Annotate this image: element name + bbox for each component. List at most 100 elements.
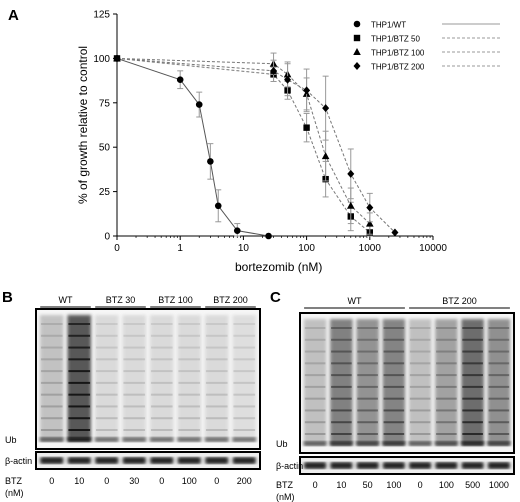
lane-band	[304, 350, 326, 353]
lane-band	[150, 323, 173, 325]
lane-smear	[330, 319, 353, 445]
x-tick-label: 0	[114, 243, 120, 254]
legend-label: THP1/BTZ 200	[371, 63, 425, 72]
lane-band	[383, 362, 405, 365]
lane-smear	[461, 319, 484, 445]
lane-band	[304, 409, 326, 412]
lane-band	[150, 370, 173, 373]
lane-label: 0	[49, 476, 54, 486]
data-point	[347, 169, 355, 178]
lane-label: 0	[159, 476, 164, 486]
lane-band	[462, 397, 483, 400]
ub-lane	[330, 319, 353, 446]
legend: THP1/WT THP1/BTZ 50 THP1/BTZ 100 THP1/BTZ 2…	[353, 21, 500, 72]
lane-band	[205, 346, 228, 349]
group-label: BTZ 100	[158, 295, 193, 305]
data-point	[321, 152, 330, 160]
lane-band	[304, 421, 326, 424]
lane-band	[462, 374, 483, 377]
panel-label-a: A	[8, 7, 19, 24]
actin-band	[409, 462, 432, 469]
lane-band	[436, 327, 457, 329]
lane-band	[95, 370, 118, 373]
lane-label: 500	[465, 480, 480, 490]
lane-band	[40, 334, 63, 337]
lane-band	[409, 421, 431, 424]
series-line	[116, 57, 396, 233]
x-tick-label: 10	[238, 243, 250, 254]
lane-band	[68, 346, 91, 349]
lane-band	[68, 417, 91, 420]
lane-band	[123, 370, 146, 373]
actin-band	[150, 457, 174, 464]
lane-label: 200	[237, 476, 252, 486]
lane-band	[68, 429, 91, 431]
lane-band	[68, 334, 91, 337]
lane-label: 50	[363, 480, 373, 490]
ub-band	[67, 437, 92, 442]
ub-lane	[149, 315, 174, 442]
lane-band	[488, 362, 510, 365]
lane-band	[357, 385, 378, 388]
lane-label: 0	[418, 480, 423, 490]
data-point	[353, 20, 361, 28]
lane-band	[462, 421, 483, 424]
data-point	[195, 101, 203, 108]
lane-band	[488, 385, 510, 388]
lane-band	[123, 358, 146, 361]
group-label: BTZ 30	[106, 295, 136, 305]
x-tick-label: 1000	[359, 243, 382, 254]
lane-band	[178, 334, 201, 337]
actin-band	[304, 462, 327, 469]
series-4	[113, 54, 399, 237]
ub-label: Ub	[276, 439, 288, 449]
lane-band	[233, 405, 256, 408]
actin-band	[330, 462, 353, 469]
data-point	[303, 86, 311, 95]
lane-band	[205, 370, 228, 373]
group-label: BTZ 200	[213, 295, 248, 305]
lane-band	[40, 370, 63, 373]
data-point	[233, 227, 241, 234]
panel-label-b: B	[2, 289, 13, 306]
series-line	[116, 57, 371, 233]
data-point	[353, 48, 361, 55]
lane-band	[178, 393, 201, 396]
lane-band	[304, 385, 326, 388]
unit-label: (nM)	[5, 488, 24, 498]
y-axis-label: % of growth relative to control	[76, 46, 90, 204]
series-line	[116, 57, 269, 237]
lane-band	[40, 381, 63, 384]
lane-label: 100	[182, 476, 197, 486]
lane-band	[205, 417, 228, 420]
lane-band	[233, 358, 256, 361]
legend-label: THP1/BTZ 50	[371, 35, 420, 44]
lane-band	[68, 393, 91, 396]
lane-band	[123, 381, 146, 384]
actin-band	[487, 462, 510, 469]
y-tick-label: 75	[99, 98, 111, 109]
lane-band	[488, 421, 510, 424]
lane-band	[488, 327, 510, 329]
x-tick-label: 1	[177, 243, 183, 254]
lane-label: 10	[336, 480, 346, 490]
data-point	[270, 66, 278, 75]
data-point	[284, 75, 292, 84]
legend-label: THP1/BTZ 100	[371, 49, 425, 58]
x-tick-label: 10000	[419, 243, 447, 254]
lane-band	[178, 405, 201, 408]
lane-band	[436, 409, 457, 412]
ub-band	[356, 441, 379, 446]
y-tick-label: 125	[93, 10, 110, 21]
lane-band	[304, 338, 326, 341]
ub-lane	[232, 315, 257, 442]
ub-band	[232, 437, 257, 442]
lane-band	[95, 393, 118, 396]
lane-band	[357, 397, 378, 400]
actin-blot	[35, 451, 261, 470]
data-point	[176, 76, 184, 84]
lane-band	[95, 417, 118, 420]
lane-band	[40, 358, 63, 361]
lane-band	[178, 346, 201, 349]
data-point	[265, 232, 272, 240]
